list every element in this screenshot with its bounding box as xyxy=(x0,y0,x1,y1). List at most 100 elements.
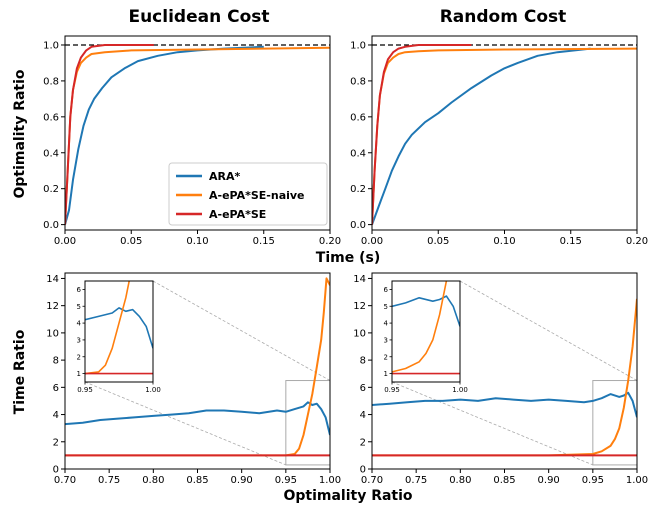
top_left-ytick-label: 0.4 xyxy=(43,148,59,159)
bottom_right-inset-series-group xyxy=(392,281,460,375)
top-ylabel: Optimality Ratio xyxy=(12,69,28,198)
bottom_right-inset: 0.95 1.00 1 2 3 4 5 6 xyxy=(384,280,468,394)
bottom-ylabel: Time Ratio xyxy=(12,329,28,414)
bottom_right-series-group xyxy=(372,298,637,457)
top_left-legend-box xyxy=(168,162,328,226)
bottom_right-ytick-label: 14 xyxy=(353,274,366,285)
top_right-ytick-label: 0.8 xyxy=(350,76,366,87)
bottom_left-inset-xtick-label: 0.95 xyxy=(77,386,93,394)
bottom_left-ytick-label: 10 xyxy=(46,328,59,339)
top_right-series-group xyxy=(372,44,637,225)
bottom_right-inset-ytick-label: 5 xyxy=(384,303,388,311)
bottom_right-ytick-label: 0 xyxy=(360,465,366,476)
bottom_right-xtick-label: 1.00 xyxy=(626,475,648,486)
bottom_left-panel: 0.70 0.75 0.80 0.85 0.90 0.95 1.00024681012140… xyxy=(46,272,341,486)
bottom_right-xtick-label: 0.90 xyxy=(538,475,560,486)
top_left-panel: 0.00 0.05 0.10 0.15 0.20 0.0 0.2 0.4 0.6 0.8 1.0 AR… xyxy=(43,35,341,247)
bottom_right-ytick-label: 10 xyxy=(353,328,366,339)
top_left-legend-label-naive: A-ePA*SE-naive xyxy=(209,189,305,202)
bottom_left-inset-xtick-label: 1.00 xyxy=(145,386,161,394)
bottom_right-zoom-connector-bottom xyxy=(391,381,593,466)
bottom_left-inset-frame-bg xyxy=(84,280,154,383)
top_right-ytick-label: 0.2 xyxy=(350,184,366,195)
bottom_right-inset-ytick-label: 6 xyxy=(384,286,389,294)
bottom_right-xtick-label: 0.75 xyxy=(405,475,427,486)
bottom_left-inset: 0.95 1.00 1 2 3 4 5 6 xyxy=(77,280,161,394)
top_right-series-ara xyxy=(372,47,591,225)
bottom_right-series-ara xyxy=(372,391,637,418)
bottom_right-ytick-label: 8 xyxy=(360,356,366,367)
bottom_right-xtick-label: 0.85 xyxy=(493,475,515,486)
bottom_left-inset-ytick-label: 5 xyxy=(77,303,81,311)
bottom_left-ytick-label: 4 xyxy=(53,410,59,421)
bottom_right-inset-ytick-label: 4 xyxy=(384,320,389,328)
bottom_right-xtick-label: 0.80 xyxy=(449,475,471,486)
top_left-xtick-label: 0.15 xyxy=(253,236,275,247)
bottom_left-ytick-label: 8 xyxy=(53,356,59,367)
top_left-xtick-label: 0.05 xyxy=(120,236,142,247)
bottom_left-xtick-label: 1.00 xyxy=(319,475,341,486)
bottom_left-ytick-label: 12 xyxy=(46,301,59,312)
top_left-legend-label-aepase: A-ePA*SE xyxy=(209,208,266,221)
top_right-xtick-label: 0.05 xyxy=(427,236,449,247)
bottom_left-inset-ytick-label: 2 xyxy=(77,353,81,361)
bottom_right-ytick-label: 4 xyxy=(360,410,366,421)
top_left-ytick-label: 0.0 xyxy=(43,220,59,231)
top_left-ytick-label: 1.0 xyxy=(43,40,59,51)
top_left-xtick-label: 0.20 xyxy=(319,236,341,247)
top_right-ytick-label: 0.0 xyxy=(350,220,366,231)
bottom_left-inset-series-group xyxy=(85,281,153,375)
top_right-series-naive xyxy=(372,47,637,225)
top-left-title: Euclidean Cost xyxy=(128,7,269,27)
bottom_left-inset-ytick-label: 1 xyxy=(77,370,81,378)
bottom_left-xtick-label: 0.85 xyxy=(186,475,208,486)
top_right-xtick-label: 0.20 xyxy=(626,236,648,247)
bottom_left-ytick-label: 0 xyxy=(53,465,59,476)
bottom_left-inset-series-ara xyxy=(85,307,153,349)
bottom_left-ytick-label: 6 xyxy=(53,383,59,394)
bottom_left-xtick-label: 0.95 xyxy=(275,475,297,486)
top_right-ytick-label: 0.6 xyxy=(350,112,366,123)
top_left-legend-label-ara: ARA* xyxy=(209,170,240,183)
top_right-xtick-label: 0.10 xyxy=(493,236,515,247)
bottom-xlabel: Optimality Ratio xyxy=(283,488,412,504)
top_left-series-ara xyxy=(65,45,264,225)
top_left-series-group xyxy=(65,44,330,225)
top_left-ytick-label: 0.8 xyxy=(43,76,59,87)
bottom_right-inset-frame-bg xyxy=(391,280,461,383)
bottom_right-ytick-label: 12 xyxy=(353,301,366,312)
bottom_left-zoom-connector-bottom xyxy=(84,381,286,466)
top-xlabel: Time (s) xyxy=(316,250,380,266)
top_right-axes-frame xyxy=(371,35,638,231)
bottom_left-series-ara xyxy=(65,401,330,436)
bottom_right-inset-ytick-label: 2 xyxy=(384,353,388,361)
bottom_right-panel: 0.70 0.75 0.80 0.85 0.90 0.95 1.00024681012140… xyxy=(353,272,648,486)
top_right-ytick-label: 0.4 xyxy=(350,148,366,159)
bottom_right-inset-ytick-label: 3 xyxy=(384,336,388,344)
top_right-xtick-label: 0.00 xyxy=(361,236,383,247)
top_left-ytick-label: 0.6 xyxy=(43,112,59,123)
top_left-legend: ARA* A-ePA*SE-naive A-ePA*SE xyxy=(168,162,328,226)
top_right-ytick-label: 1.0 xyxy=(350,40,366,51)
top_left-xtick-label: 0.10 xyxy=(186,236,208,247)
top-right-title: Random Cost xyxy=(440,7,567,27)
bottom_left-xtick-label: 0.75 xyxy=(98,475,120,486)
bottom_right-xtick-label: 0.70 xyxy=(361,475,383,486)
bottom_right-inset-frame xyxy=(391,280,461,383)
top_right-series-aepase xyxy=(372,44,472,225)
top_left-xtick-label: 0.00 xyxy=(54,236,76,247)
bottom_right-ytick-label: 6 xyxy=(360,383,366,394)
bottom_left-ytick-label: 2 xyxy=(53,437,59,448)
bottom_left-ytick-label: 14 xyxy=(46,274,59,285)
bottom_left-series-group xyxy=(65,277,330,457)
top_left-series-aepase xyxy=(65,44,154,225)
bottom_right-inset-ytick-label: 1 xyxy=(384,370,388,378)
bottom_right-inset-series-ara xyxy=(392,295,460,327)
bottom_right-ytick-label: 2 xyxy=(360,437,366,448)
bottom_left-inset-frame xyxy=(84,280,154,383)
bottom_left-xtick-label: 0.80 xyxy=(142,475,164,486)
bottom_left-xtick-label: 0.70 xyxy=(54,475,76,486)
top_right-xtick-label: 0.15 xyxy=(560,236,582,247)
bottom_right-inset-xtick-label: 1.00 xyxy=(452,386,468,394)
